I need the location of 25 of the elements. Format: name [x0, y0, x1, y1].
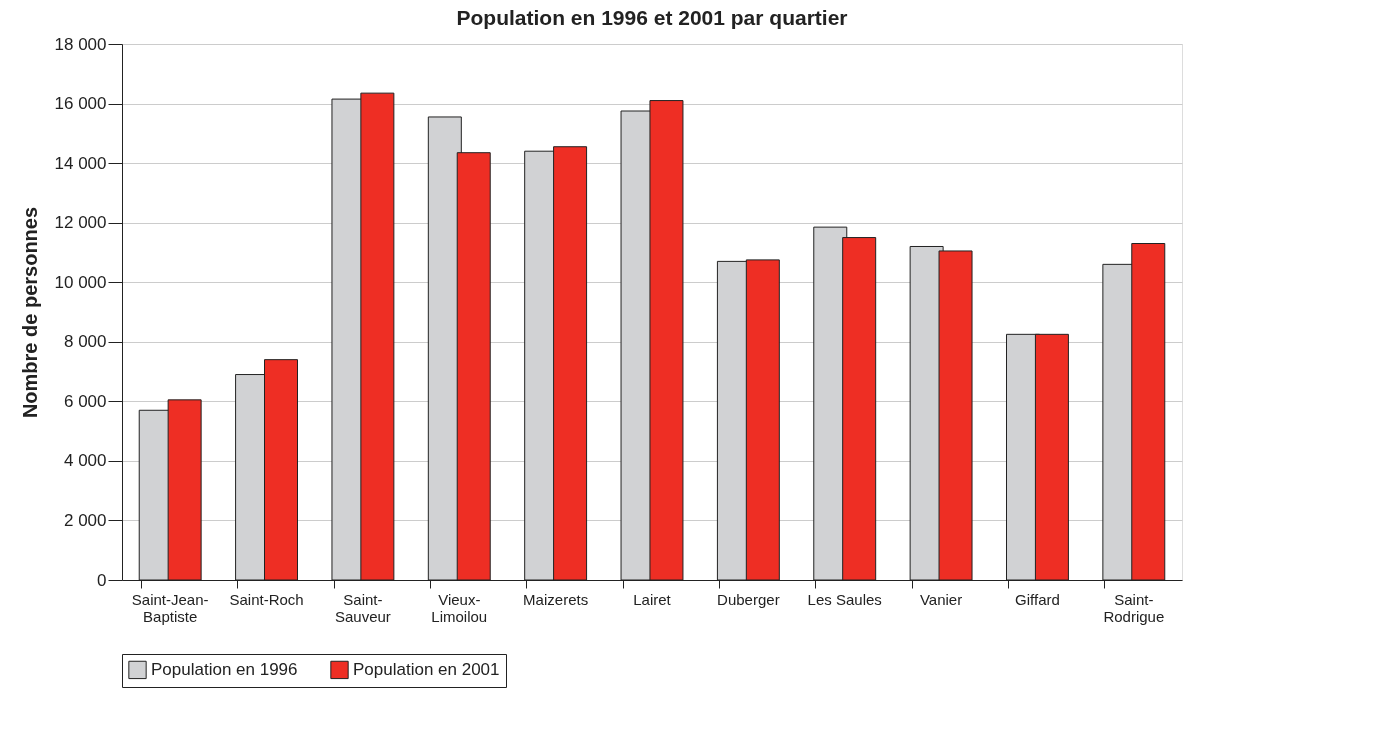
x-tick-label: Lairet [633, 590, 672, 608]
y-tick-label: 18 000 [54, 34, 107, 54]
x-tick-label: Les Saules [807, 590, 882, 608]
x-tick-label: Duberger [717, 590, 780, 608]
y-tick-label: 16 000 [54, 94, 107, 114]
y-tick-label: 14 000 [54, 153, 107, 173]
x-tick-label: Maizerets [523, 590, 589, 608]
chart-title: Population en 1996 et 2001 par quartier [456, 6, 848, 29]
y-tick-label: 10 000 [54, 272, 107, 292]
x-tick-label: Saint-Roch [229, 590, 304, 608]
x-tick-label: Saint-Jean-Baptiste [131, 590, 209, 625]
y-tick-label: 0 [97, 570, 107, 590]
x-tick-label: Vieux-Limoilou [431, 590, 488, 625]
y-tick-label: 8 000 [63, 332, 107, 352]
y-tick-label: 2 000 [63, 510, 107, 530]
legend-label: Population en 1996 [151, 659, 298, 679]
legend-label: Population en 2001 [353, 659, 500, 679]
y-tick-label: 12 000 [54, 213, 107, 233]
x-tick-label: Saint-Rodrigue [1103, 590, 1165, 625]
y-axis-title: Nombre de personnes [18, 206, 41, 419]
x-tick-label: Saint-Sauveur [334, 590, 391, 625]
x-tick-label: Giffard [1015, 590, 1060, 608]
x-tick-label: Vanier [919, 590, 963, 608]
y-tick-label: 6 000 [63, 391, 107, 411]
y-tick-label: 4 000 [63, 451, 107, 471]
